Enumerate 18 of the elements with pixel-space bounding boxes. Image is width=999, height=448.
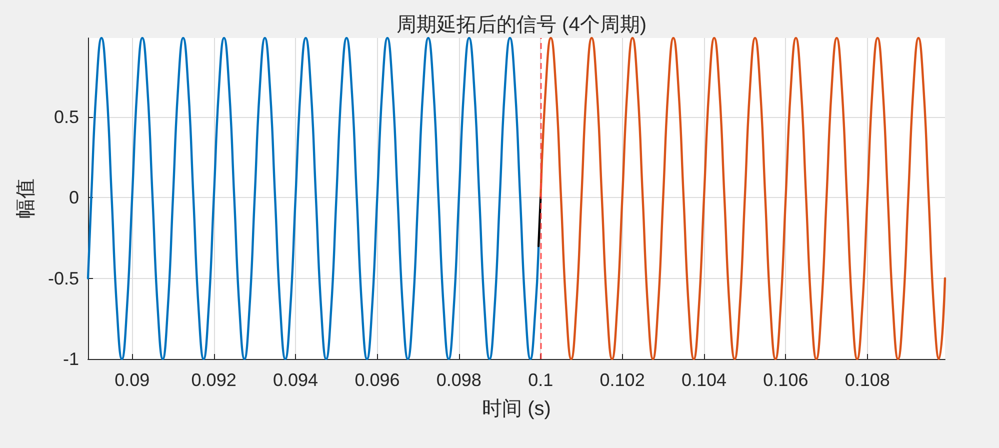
y-tick-label: -0.5: [48, 268, 79, 288]
y-axis-title: 幅值: [15, 178, 37, 218]
x-tick-label: 0.092: [191, 370, 236, 390]
x-tick-label: 0.106: [763, 370, 808, 390]
y-tick-label: 0: [68, 188, 79, 208]
x-tick-label: 0.104: [681, 370, 727, 390]
x-tick-label: 0.098: [436, 370, 482, 390]
line-series: [540, 36, 946, 360]
x-tick-label: 0.094: [272, 370, 318, 390]
x-tick-label: 0.1: [528, 370, 554, 390]
x-tick-label: 0.09: [114, 370, 150, 390]
x-tick-label: 0.096: [354, 370, 400, 390]
x-axis-title: 时间 (s): [482, 398, 551, 420]
chart-title: 周期延拓后的信号 (4个周期): [396, 14, 646, 36]
x-tick-label: 0.108: [844, 370, 890, 390]
x-tick-label: 0.102: [600, 370, 645, 390]
y-tick-label: -1: [62, 349, 79, 369]
y-tick-label: 0.5: [54, 107, 79, 128]
